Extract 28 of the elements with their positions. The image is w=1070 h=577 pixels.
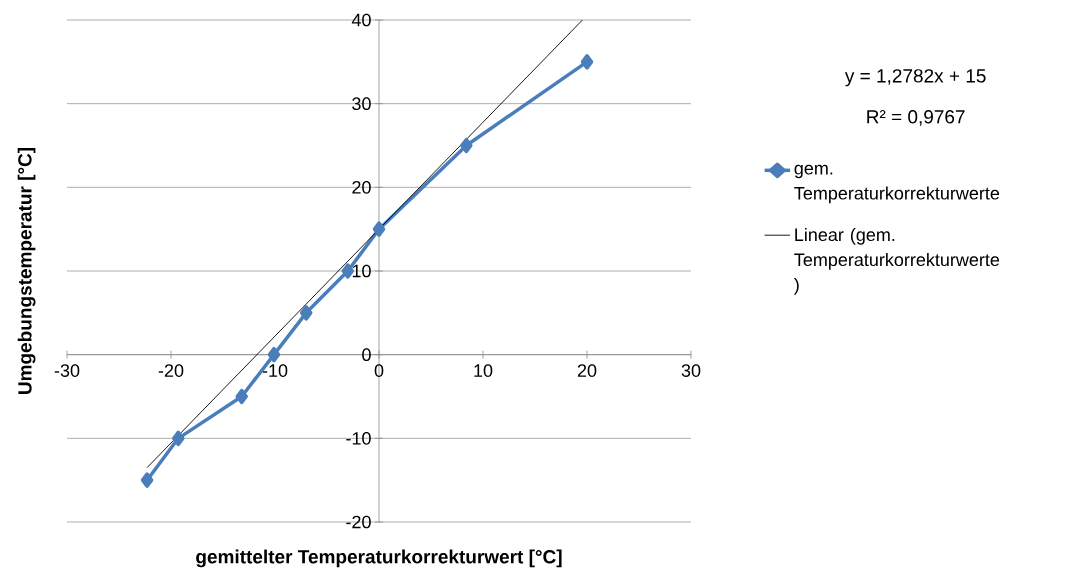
point bbox=[267, 346, 281, 363]
y-tick-label: 40 bbox=[351, 13, 371, 27]
y-tick-label: 10 bbox=[352, 264, 371, 278]
y-tick-label: -20 bbox=[346, 515, 371, 529]
text: y = 1,2782x + 15 bbox=[844, 69, 986, 87]
x-tick-label: -30 bbox=[54, 364, 80, 377]
y-tick-label: -10 bbox=[346, 431, 371, 445]
point bbox=[172, 430, 185, 447]
x-tick-label: 10 bbox=[474, 364, 493, 377]
x-tick-label: -10 bbox=[262, 364, 288, 377]
x-axis-title: gemittelter Temperaturkorrekturwert [°C] bbox=[196, 549, 562, 568]
point bbox=[372, 221, 386, 237]
point bbox=[235, 388, 248, 405]
y-axis-title: Umgebungstemperatur [°C] bbox=[17, 147, 36, 394]
x-tick-label: -20 bbox=[158, 364, 184, 377]
legend-label: gem. Temperaturkorrekturwerte bbox=[794, 164, 1000, 204]
point bbox=[580, 54, 594, 70]
y-tick-label: 0 bbox=[362, 348, 371, 362]
x-tick-label: 30 bbox=[681, 364, 701, 377]
y-tick-label: 20 bbox=[352, 180, 371, 194]
x-tick-label: 20 bbox=[577, 364, 597, 377]
point bbox=[299, 305, 313, 321]
y-tick-label: 30 bbox=[352, 97, 371, 111]
legend-label: Linear (gem. Temperaturkorrekturwerte ) bbox=[793, 227, 1000, 295]
text: R² = 0,9767 bbox=[867, 110, 965, 126]
x-tick-label: 0 bbox=[374, 364, 384, 377]
point bbox=[460, 137, 473, 154]
point bbox=[140, 472, 154, 488]
